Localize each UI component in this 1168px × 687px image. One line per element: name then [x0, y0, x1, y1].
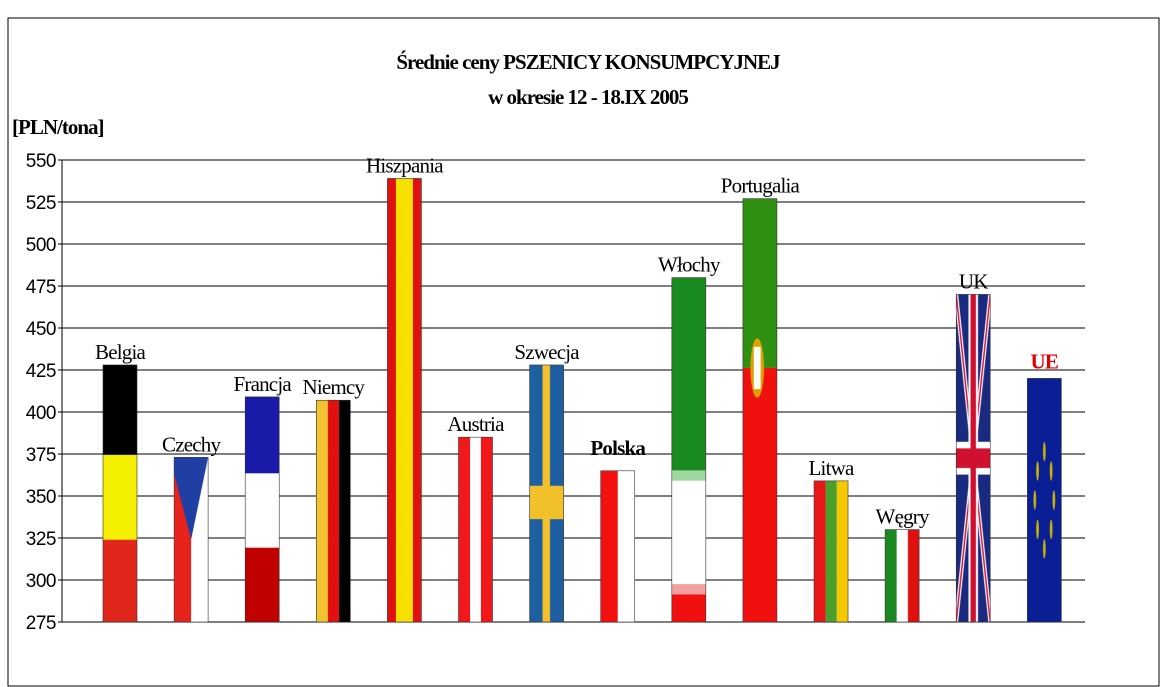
y-tick-label: 300: [26, 571, 56, 592]
bar: [671, 277, 707, 623]
category-label: Polska: [590, 436, 646, 460]
category-label: Niemcy: [302, 375, 365, 399]
chart-title: Średnie ceny PSZENICY KONSUMPCYJNEJ: [396, 50, 780, 74]
bar: [884, 529, 920, 623]
category-label: Belgia: [95, 340, 146, 364]
category-label: Szwecja: [514, 340, 580, 364]
bar: [1027, 378, 1062, 623]
category-label: Portugalia: [721, 174, 801, 198]
chart-subtitle: w okresie 12 - 18.IX 2005: [488, 85, 688, 109]
category-label: Austria: [447, 412, 505, 436]
category-label: Litwa: [809, 456, 855, 480]
category-label: Węgry: [876, 505, 930, 529]
bar: [102, 364, 138, 623]
y-tick-label: 275: [26, 613, 56, 634]
bar: [529, 364, 564, 623]
bar: [173, 457, 209, 623]
category-label: Francja: [234, 372, 293, 396]
category-label: UE: [1031, 349, 1059, 373]
bar: [316, 399, 351, 623]
y-tick-label: 475: [26, 277, 56, 298]
category-label: Czechy: [162, 432, 221, 456]
y-axis-label: [PLN/tona]: [12, 115, 104, 139]
bar: [387, 178, 422, 623]
bar: [813, 480, 849, 623]
bar: [742, 198, 778, 623]
category-label: UK: [959, 269, 988, 293]
y-tick-label: 425: [26, 361, 56, 382]
y-tick-label: 375: [26, 445, 56, 466]
y-tick-label: 525: [26, 193, 56, 214]
y-tick-label: 400: [26, 403, 56, 424]
bar: [458, 436, 493, 623]
y-tick-label: 550: [26, 151, 56, 172]
y-tick-label: 350: [26, 487, 56, 508]
y-tick-label: 500: [26, 235, 56, 256]
y-tick-label: 450: [26, 319, 56, 340]
y-tick-label: 325: [26, 529, 56, 550]
bar: [955, 294, 991, 623]
category-label: Włochy: [658, 253, 721, 277]
category-label: Hiszpania: [366, 153, 444, 177]
bar: [600, 470, 636, 623]
bar: [244, 396, 280, 623]
